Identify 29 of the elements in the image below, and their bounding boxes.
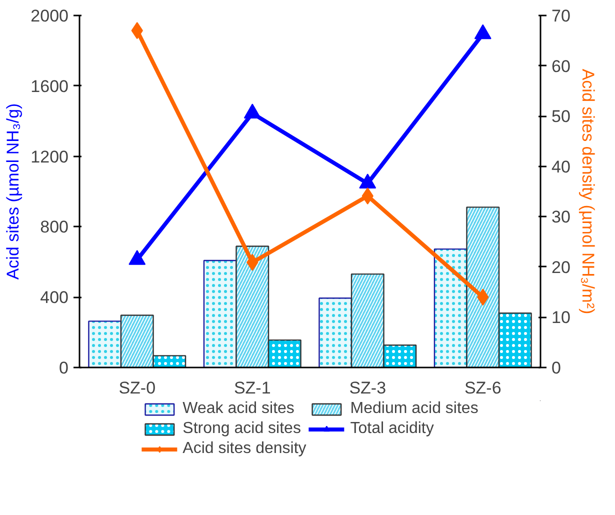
legend-label: Medium acid sites [350,400,478,418]
y-tick-label: 0 [59,358,69,378]
y2-tick-label: 10 [552,308,570,328]
x-tick-label: SZ-1 [234,378,271,398]
legend-label: Total acidity [350,420,434,438]
y2-tick-label: 40 [552,157,570,176]
y-tick-label: 1600 [30,76,69,96]
y-tick-label: 1200 [30,147,69,166]
y-axis-title: Acid sites (µmol NH₃/g) [4,103,23,280]
y2-tick-label: 30 [552,208,570,227]
legend-label: Acid sites density [182,440,306,458]
point [474,24,492,40]
y2-tick-label: 60 [552,56,570,76]
point [244,104,261,118]
y2-tick-label: 70 [552,6,570,26]
x-tick-label: SZ-3 [349,378,386,398]
point [359,174,376,189]
y2-axis-title: Acid sites density (µmol NH₃/m²) [578,68,598,314]
y-tick-label: 400 [40,288,69,308]
y2-tick-label: 20 [552,258,570,277]
legend-label: Strong acid sites [182,420,301,438]
y2-tick-label: 0 [552,358,561,378]
y-tick-label: 2000 [30,6,69,26]
x-tick-label: SZ-0 [118,378,156,398]
y2-tick-label: 50 [552,107,570,126]
legend-label: Weak acid sites [182,400,294,418]
y-tick-label: 800 [40,218,69,237]
point [128,250,146,265]
x-tick-label: SZ-6 [464,378,502,398]
